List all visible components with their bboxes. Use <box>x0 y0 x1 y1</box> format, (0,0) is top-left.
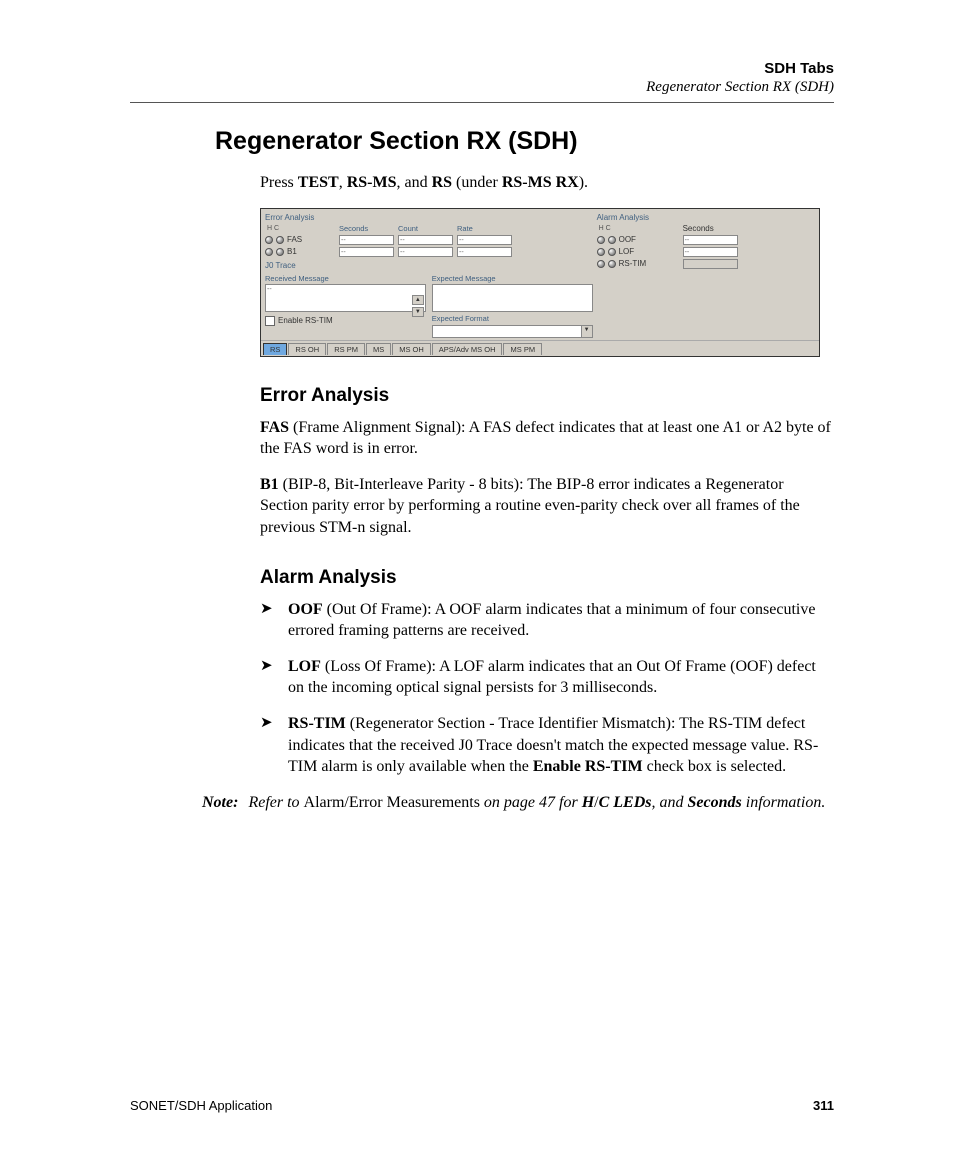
expected-format-select[interactable]: ▼ <box>432 325 593 338</box>
led-icon <box>265 248 273 256</box>
hc-header-alarm: H C <box>597 225 677 232</box>
row-b1: B1 <box>265 247 335 256</box>
expected-label: Expected Message <box>432 274 593 283</box>
intro-paragraph: Press TEST, RS-MS, and RS (under RS-MS R… <box>260 172 834 194</box>
led-icon <box>597 236 605 244</box>
col-rate: Rate <box>457 224 512 233</box>
note-body: Refer to Alarm/Error Measurements on pag… <box>248 792 825 814</box>
alarm-analysis-panel: Alarm Analysis H C Seconds OOF -- LOF <box>597 213 815 338</box>
footer: SONET/SDH Application 311 <box>130 1098 834 1113</box>
led-icon <box>276 248 284 256</box>
fas-rate[interactable]: -- <box>457 235 512 245</box>
col-seconds: Seconds <box>339 224 394 233</box>
b1-rate[interactable]: -- <box>457 247 512 257</box>
expected-message-box[interactable] <box>432 284 593 312</box>
led-icon <box>265 236 273 244</box>
led-icon <box>276 236 284 244</box>
tab-mspm[interactable]: MS PM <box>503 343 542 355</box>
screenshot-body: Error Analysis H C Seconds Count Rate FA… <box>261 209 819 340</box>
note-label: Note: <box>202 792 238 814</box>
led-icon <box>597 248 605 256</box>
enable-rstim-row[interactable]: Enable RS-TIM <box>265 316 426 326</box>
row-oof: OOF <box>597 235 677 244</box>
fas-paragraph: FAS (Frame Alignment Signal): A FAS defe… <box>260 417 834 460</box>
page: SDH Tabs Regenerator Section RX (SDH) Re… <box>0 0 954 1159</box>
error-analysis-title: Error Analysis <box>265 213 593 222</box>
scroll-up-icon[interactable]: ▲ <box>412 295 424 305</box>
list-item-lof: LOF (Loss Of Frame): A LOF alarm indicat… <box>260 656 834 699</box>
header-title: SDH Tabs <box>130 60 834 77</box>
lof-seconds[interactable]: -- <box>683 247 738 257</box>
chevron-down-icon[interactable]: ▼ <box>581 326 592 337</box>
received-label: Received Message <box>265 274 426 283</box>
b1-paragraph: B1 (BIP-8, Bit-Interleave Parity - 8 bit… <box>260 474 834 539</box>
j0-received: Received Message -- ▲ ▼ Enable RS-TIM <box>265 274 426 338</box>
alarm-col-seconds: Seconds <box>683 224 738 233</box>
error-analysis-panel: Error Analysis H C Seconds Count Rate FA… <box>265 213 593 338</box>
screenshot-panel: Error Analysis H C Seconds Count Rate FA… <box>260 208 820 357</box>
j0-title: J0 Trace <box>265 261 593 270</box>
tab-msoh[interactable]: MS OH <box>392 343 431 355</box>
checkbox-icon[interactable] <box>265 316 275 326</box>
footer-page: 311 <box>813 1098 834 1113</box>
led-icon <box>608 260 616 268</box>
row-fas: FAS <box>265 235 335 244</box>
tab-ms[interactable]: MS <box>366 343 391 355</box>
list-item-oof: OOF (Out Of Frame): A OOF alarm indicate… <box>260 599 834 642</box>
received-message-box[interactable]: -- ▲ ▼ <box>265 284 426 312</box>
led-icon <box>597 260 605 268</box>
fas-count[interactable]: -- <box>398 235 453 245</box>
alarm-analysis-title: Alarm Analysis <box>597 213 815 222</box>
led-icon <box>608 248 616 256</box>
footer-app: SONET/SDH Application <box>130 1098 272 1113</box>
hc-header: H C <box>265 225 335 232</box>
j0-expected: Expected Message Expected Format ▼ <box>432 274 593 338</box>
expected-format-row: Expected Format <box>432 314 593 323</box>
b1-seconds[interactable]: -- <box>339 247 394 257</box>
tab-rs[interactable]: RS <box>263 343 287 355</box>
list-item-rstim: RS-TIM (Regenerator Section - Trace Iden… <box>260 713 834 778</box>
header-subtitle: Regenerator Section RX (SDH) <box>130 79 834 96</box>
tab-strip: RS RS OH RS PM MS MS OH APS/Adv MS OH MS… <box>261 340 819 356</box>
header-rule <box>130 102 834 103</box>
alarm-analysis-heading: Alarm Analysis <box>260 567 834 589</box>
b1-count[interactable]: -- <box>398 247 453 257</box>
running-header: SDH Tabs Regenerator Section RX (SDH) <box>130 60 834 96</box>
tab-rsoh[interactable]: RS OH <box>288 343 326 355</box>
note: Note: Refer to Alarm/Error Measurements … <box>202 792 834 814</box>
tab-rspm[interactable]: RS PM <box>327 343 365 355</box>
row-rstim: RS-TIM <box>597 259 677 268</box>
fas-seconds[interactable]: -- <box>339 235 394 245</box>
rstim-seconds <box>683 259 738 269</box>
alarm-list: OOF (Out Of Frame): A OOF alarm indicate… <box>260 599 834 778</box>
row-lof: LOF <box>597 247 677 256</box>
led-icon <box>608 236 616 244</box>
col-count: Count <box>398 224 453 233</box>
oof-seconds[interactable]: -- <box>683 235 738 245</box>
page-title: Regenerator Section RX (SDH) <box>215 127 834 156</box>
alarm-grid: H C Seconds OOF -- LOF -- <box>597 224 815 269</box>
j0-trace: Received Message -- ▲ ▼ Enable RS-TIM <box>265 274 593 338</box>
error-grid: H C Seconds Count Rate FAS -- -- -- <box>265 224 593 257</box>
error-analysis-heading: Error Analysis <box>260 385 834 407</box>
tab-aps[interactable]: APS/Adv MS OH <box>432 343 503 355</box>
